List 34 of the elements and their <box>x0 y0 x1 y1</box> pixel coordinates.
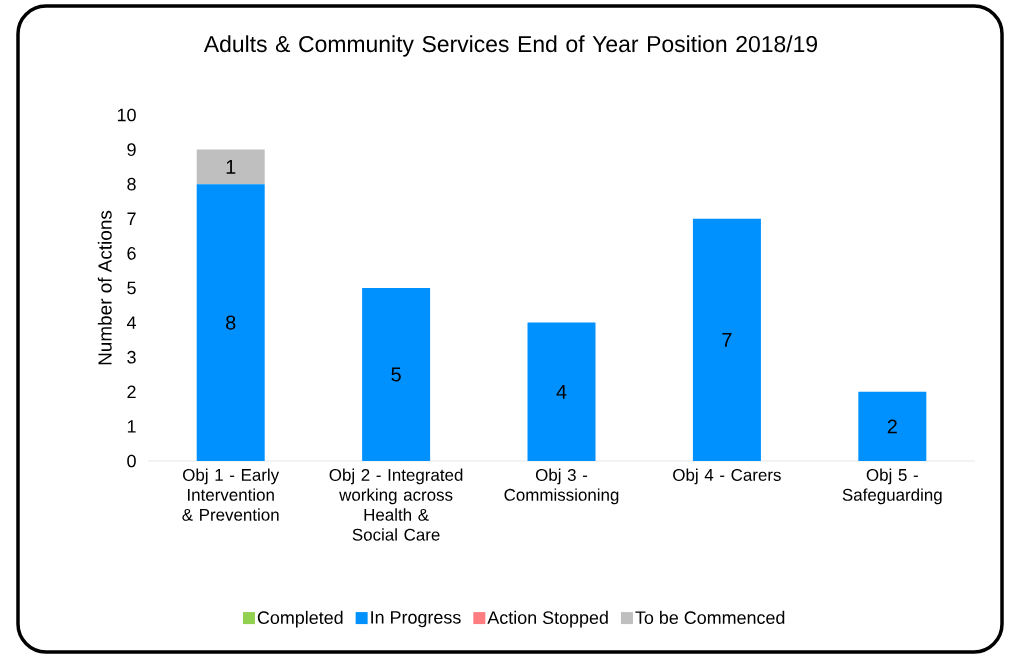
legend-label: In Progress <box>371 611 461 628</box>
y-axis-title: Number of Actions <box>97 210 112 365</box>
legend-label: To be Commenced <box>635 610 785 625</box>
y-tick-label: 2 <box>127 385 136 399</box>
data-label: 4 <box>556 384 567 399</box>
y-tick-label: 7 <box>127 212 136 225</box>
chart-title: Adults & Community Services End of Year Position 2018/19 <box>203 35 817 57</box>
x-tick-label: Obj 1 - Early Intervention & Prevention <box>182 468 280 521</box>
y-tick-label: 5 <box>127 281 136 295</box>
bar <box>692 218 761 461</box>
data-label: 1 <box>226 160 236 174</box>
bar <box>362 288 431 461</box>
bar <box>196 149 265 185</box>
x-tick-label: Obj 2 - Integrated working across Health & Social Care <box>329 468 463 541</box>
x-tick-label: Obj 5 - Safeguarding <box>842 468 942 505</box>
data-label: 8 <box>226 315 236 330</box>
y-tick-label: 8 <box>127 177 136 191</box>
x-tick-label: Obj 3 - Commissioning <box>504 468 619 505</box>
y-tick-label: 4 <box>126 316 136 329</box>
y-tick-label: 9 <box>127 143 136 156</box>
data-label: 5 <box>391 367 401 382</box>
data-label: 7 <box>722 333 732 347</box>
y-tick-label: 1 <box>127 420 136 433</box>
x-tick-label: Obj 4 - Carers <box>673 468 781 485</box>
bar <box>527 322 596 461</box>
y-tick-label: 0 <box>127 454 136 468</box>
y-tick-label: 6 <box>127 247 136 260</box>
legend-label: Completed <box>257 610 343 628</box>
bar <box>196 184 265 461</box>
legend-label: Action Stopped <box>487 610 608 628</box>
data-label: 2 <box>887 419 897 434</box>
y-tick-label: 3 <box>127 350 136 364</box>
bar <box>858 391 927 461</box>
y-tick-label: 10 <box>117 108 136 122</box>
